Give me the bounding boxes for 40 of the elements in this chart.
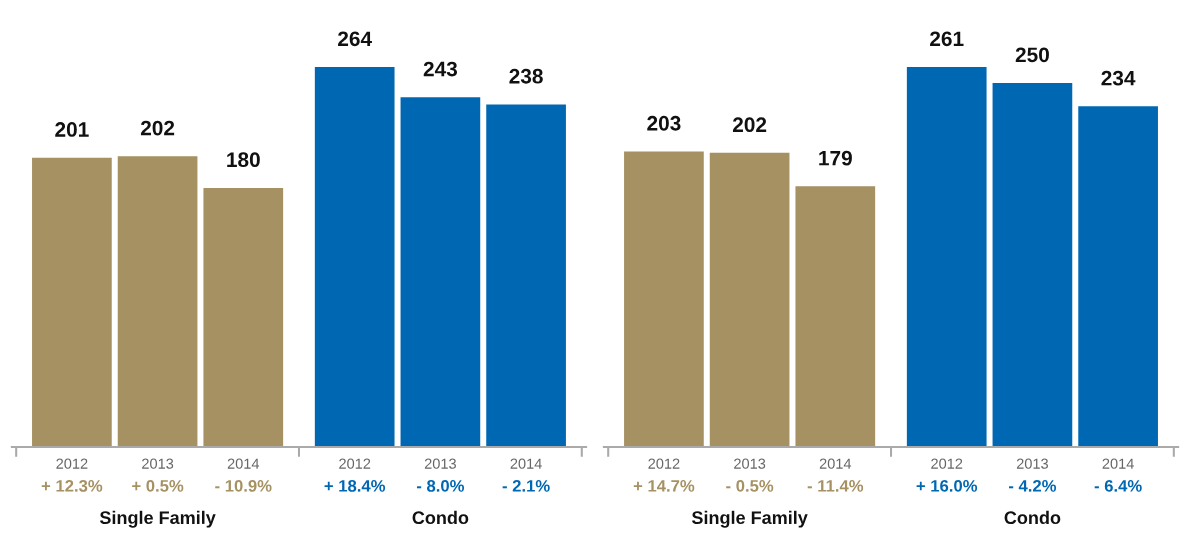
text: Single Family [99, 510, 216, 528]
x-tick-label: 2013 [734, 458, 766, 469]
x-tick-label: 2014 [1102, 458, 1134, 469]
text: + 12.3% [41, 479, 103, 492]
data-label: 201 [55, 122, 89, 137]
text: + 0.5% [132, 479, 184, 492]
data-label: 202 [732, 117, 767, 133]
data-label: 180 [227, 152, 260, 168]
data-label: 243 [423, 61, 458, 77]
x-tick-label: 2013 [1016, 458, 1048, 469]
data-label: 261 [930, 31, 964, 47]
data-label: 250 [1015, 47, 1049, 63]
text: - 6.4% [1094, 479, 1142, 492]
x-tick-label: 2013 [424, 458, 456, 469]
x-tick-label: 2012 [56, 458, 88, 469]
x-tick-label: 2013 [142, 458, 174, 469]
text: Condo [412, 510, 469, 525]
data-label: 202 [140, 120, 175, 136]
data-label: 234 [1101, 70, 1136, 86]
data-label: 203 [647, 115, 681, 131]
text: - 11.4% [807, 480, 864, 492]
x-tick-label: 2014 [227, 458, 260, 469]
text: - 4.2% [1008, 479, 1057, 492]
data-label: 264 [338, 31, 372, 47]
x-tick-label: 2012 [339, 458, 371, 469]
x-tick-label: 2012 [648, 458, 680, 469]
text: - 10.9% [215, 479, 272, 492]
text: - 0.5% [726, 479, 774, 492]
text: + 16.0% [916, 479, 978, 492]
text: - 2.1% [502, 479, 550, 492]
x-tick-label: 2014 [819, 458, 852, 469]
x-tick-label: 2012 [931, 458, 963, 469]
data-label: 238 [509, 68, 543, 84]
data-label: 179 [819, 150, 852, 166]
x-tick-label: 2014 [510, 458, 542, 469]
text: + 18.4% [324, 479, 386, 492]
text: - 8.0% [416, 479, 465, 492]
text: Condo [1004, 510, 1061, 525]
text: Single Family [691, 510, 808, 528]
text: + 14.7% [633, 480, 695, 492]
